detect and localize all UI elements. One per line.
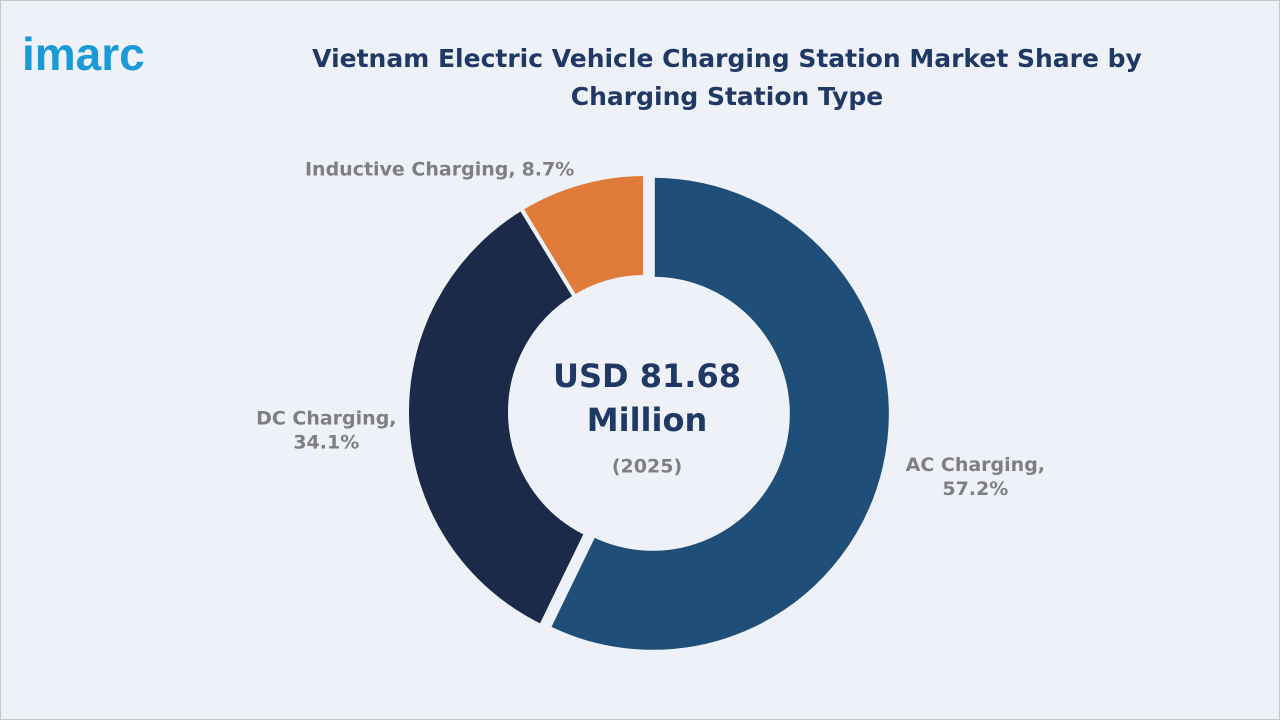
label-separator: , xyxy=(508,158,515,180)
slice xyxy=(518,171,647,300)
donut xyxy=(405,171,893,654)
value-label: 34.1% xyxy=(293,431,359,453)
data-label: AC Charging, 57.2% xyxy=(906,453,1045,499)
value-label: 8.7% xyxy=(522,158,575,180)
slice xyxy=(546,173,893,654)
chart-title: Vietnam Electric Vehicle Charging Statio… xyxy=(312,44,1142,111)
label-separator: , xyxy=(1038,453,1045,475)
data-label: Inductive Charging, 8.7% xyxy=(305,158,574,180)
center-text: Million xyxy=(587,401,707,439)
data-label: DC Charging, 34.1% xyxy=(256,407,396,453)
logo: imarc xyxy=(22,28,145,80)
category-label: DC Charging xyxy=(256,407,389,429)
center-subtext: (2025) xyxy=(612,456,682,478)
category-label: AC Charging xyxy=(906,453,1038,475)
slice xyxy=(405,205,589,629)
label-separator: , xyxy=(389,407,396,429)
category-label: Inductive Charging xyxy=(305,158,508,180)
value-label: 57.2% xyxy=(942,477,1008,499)
center-text: USD 81.68 xyxy=(553,357,741,395)
